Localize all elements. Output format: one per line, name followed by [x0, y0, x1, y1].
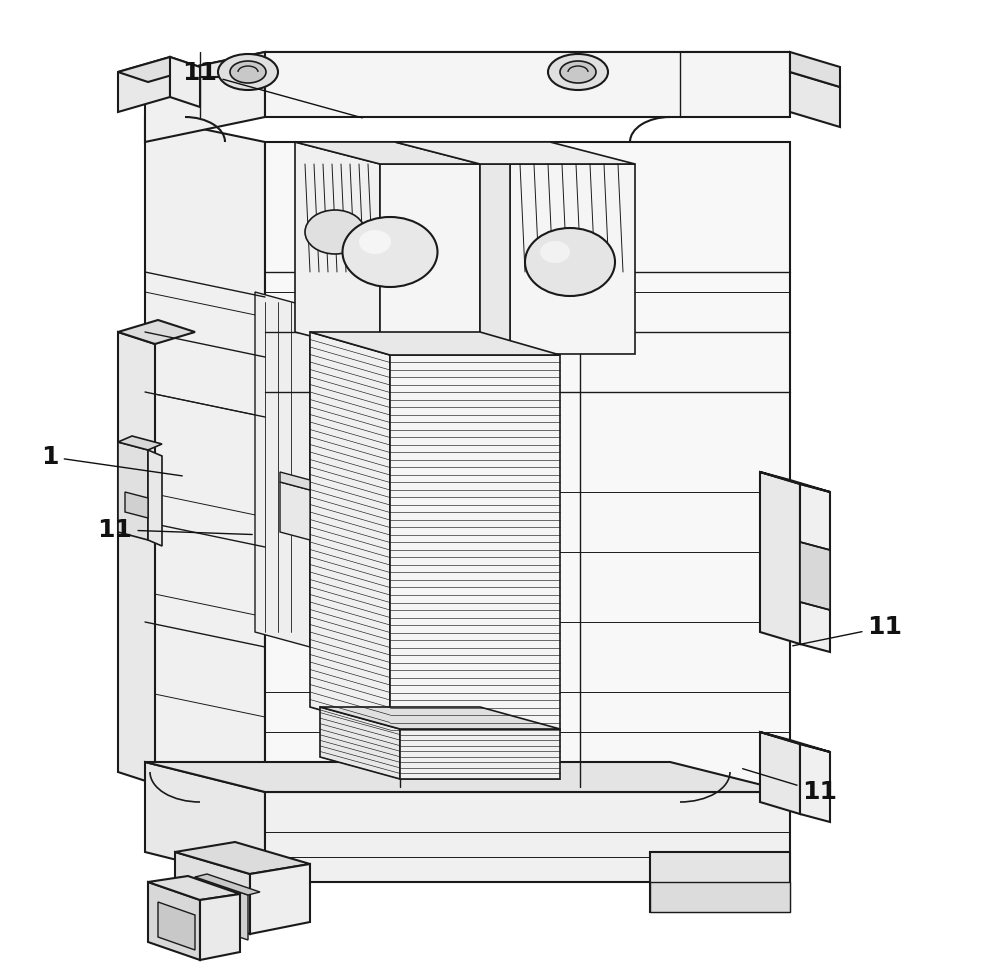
Polygon shape — [395, 142, 635, 164]
Polygon shape — [250, 864, 310, 934]
Polygon shape — [175, 842, 310, 874]
Polygon shape — [650, 852, 790, 912]
Polygon shape — [295, 142, 380, 354]
Text: 11: 11 — [743, 769, 838, 804]
Polygon shape — [295, 142, 480, 164]
Polygon shape — [400, 729, 560, 779]
Polygon shape — [510, 164, 635, 354]
Text: 11: 11 — [98, 518, 252, 541]
Polygon shape — [280, 482, 310, 540]
Polygon shape — [158, 902, 195, 950]
Ellipse shape — [540, 241, 570, 263]
Polygon shape — [650, 882, 790, 912]
Polygon shape — [175, 852, 250, 934]
Polygon shape — [145, 52, 265, 142]
Text: 11: 11 — [793, 615, 902, 645]
Ellipse shape — [218, 54, 278, 90]
Polygon shape — [195, 874, 260, 895]
Polygon shape — [320, 707, 560, 729]
Polygon shape — [118, 442, 148, 540]
Polygon shape — [118, 57, 170, 112]
Polygon shape — [310, 332, 390, 730]
Polygon shape — [255, 292, 310, 647]
Polygon shape — [320, 707, 400, 779]
Polygon shape — [265, 792, 790, 882]
Polygon shape — [800, 484, 830, 652]
Ellipse shape — [305, 210, 365, 254]
Polygon shape — [145, 117, 265, 787]
Polygon shape — [390, 355, 560, 730]
Polygon shape — [265, 52, 790, 117]
Polygon shape — [118, 436, 162, 450]
Ellipse shape — [525, 228, 615, 296]
Polygon shape — [195, 877, 248, 940]
Polygon shape — [760, 732, 800, 814]
Polygon shape — [118, 332, 155, 784]
Polygon shape — [200, 894, 240, 960]
Polygon shape — [148, 882, 200, 960]
Polygon shape — [310, 332, 560, 355]
Polygon shape — [265, 142, 790, 787]
Polygon shape — [480, 164, 510, 354]
Polygon shape — [760, 472, 830, 492]
Polygon shape — [760, 472, 800, 644]
Polygon shape — [800, 744, 830, 822]
Ellipse shape — [560, 61, 596, 83]
Polygon shape — [310, 307, 340, 652]
Polygon shape — [145, 762, 790, 792]
Polygon shape — [118, 57, 200, 82]
Text: 1: 1 — [41, 445, 182, 476]
Ellipse shape — [342, 217, 438, 287]
Polygon shape — [760, 732, 830, 752]
Ellipse shape — [359, 230, 391, 254]
Ellipse shape — [230, 61, 266, 83]
Polygon shape — [170, 57, 200, 107]
Ellipse shape — [548, 54, 608, 90]
Polygon shape — [800, 542, 830, 610]
Polygon shape — [118, 320, 195, 344]
Polygon shape — [380, 164, 480, 354]
Text: 11: 11 — [182, 61, 362, 118]
Polygon shape — [145, 762, 265, 882]
Polygon shape — [790, 52, 840, 87]
Polygon shape — [148, 876, 240, 900]
Polygon shape — [145, 52, 790, 77]
Polygon shape — [148, 450, 162, 546]
Polygon shape — [790, 72, 840, 127]
Polygon shape — [125, 492, 148, 518]
Polygon shape — [280, 472, 310, 490]
